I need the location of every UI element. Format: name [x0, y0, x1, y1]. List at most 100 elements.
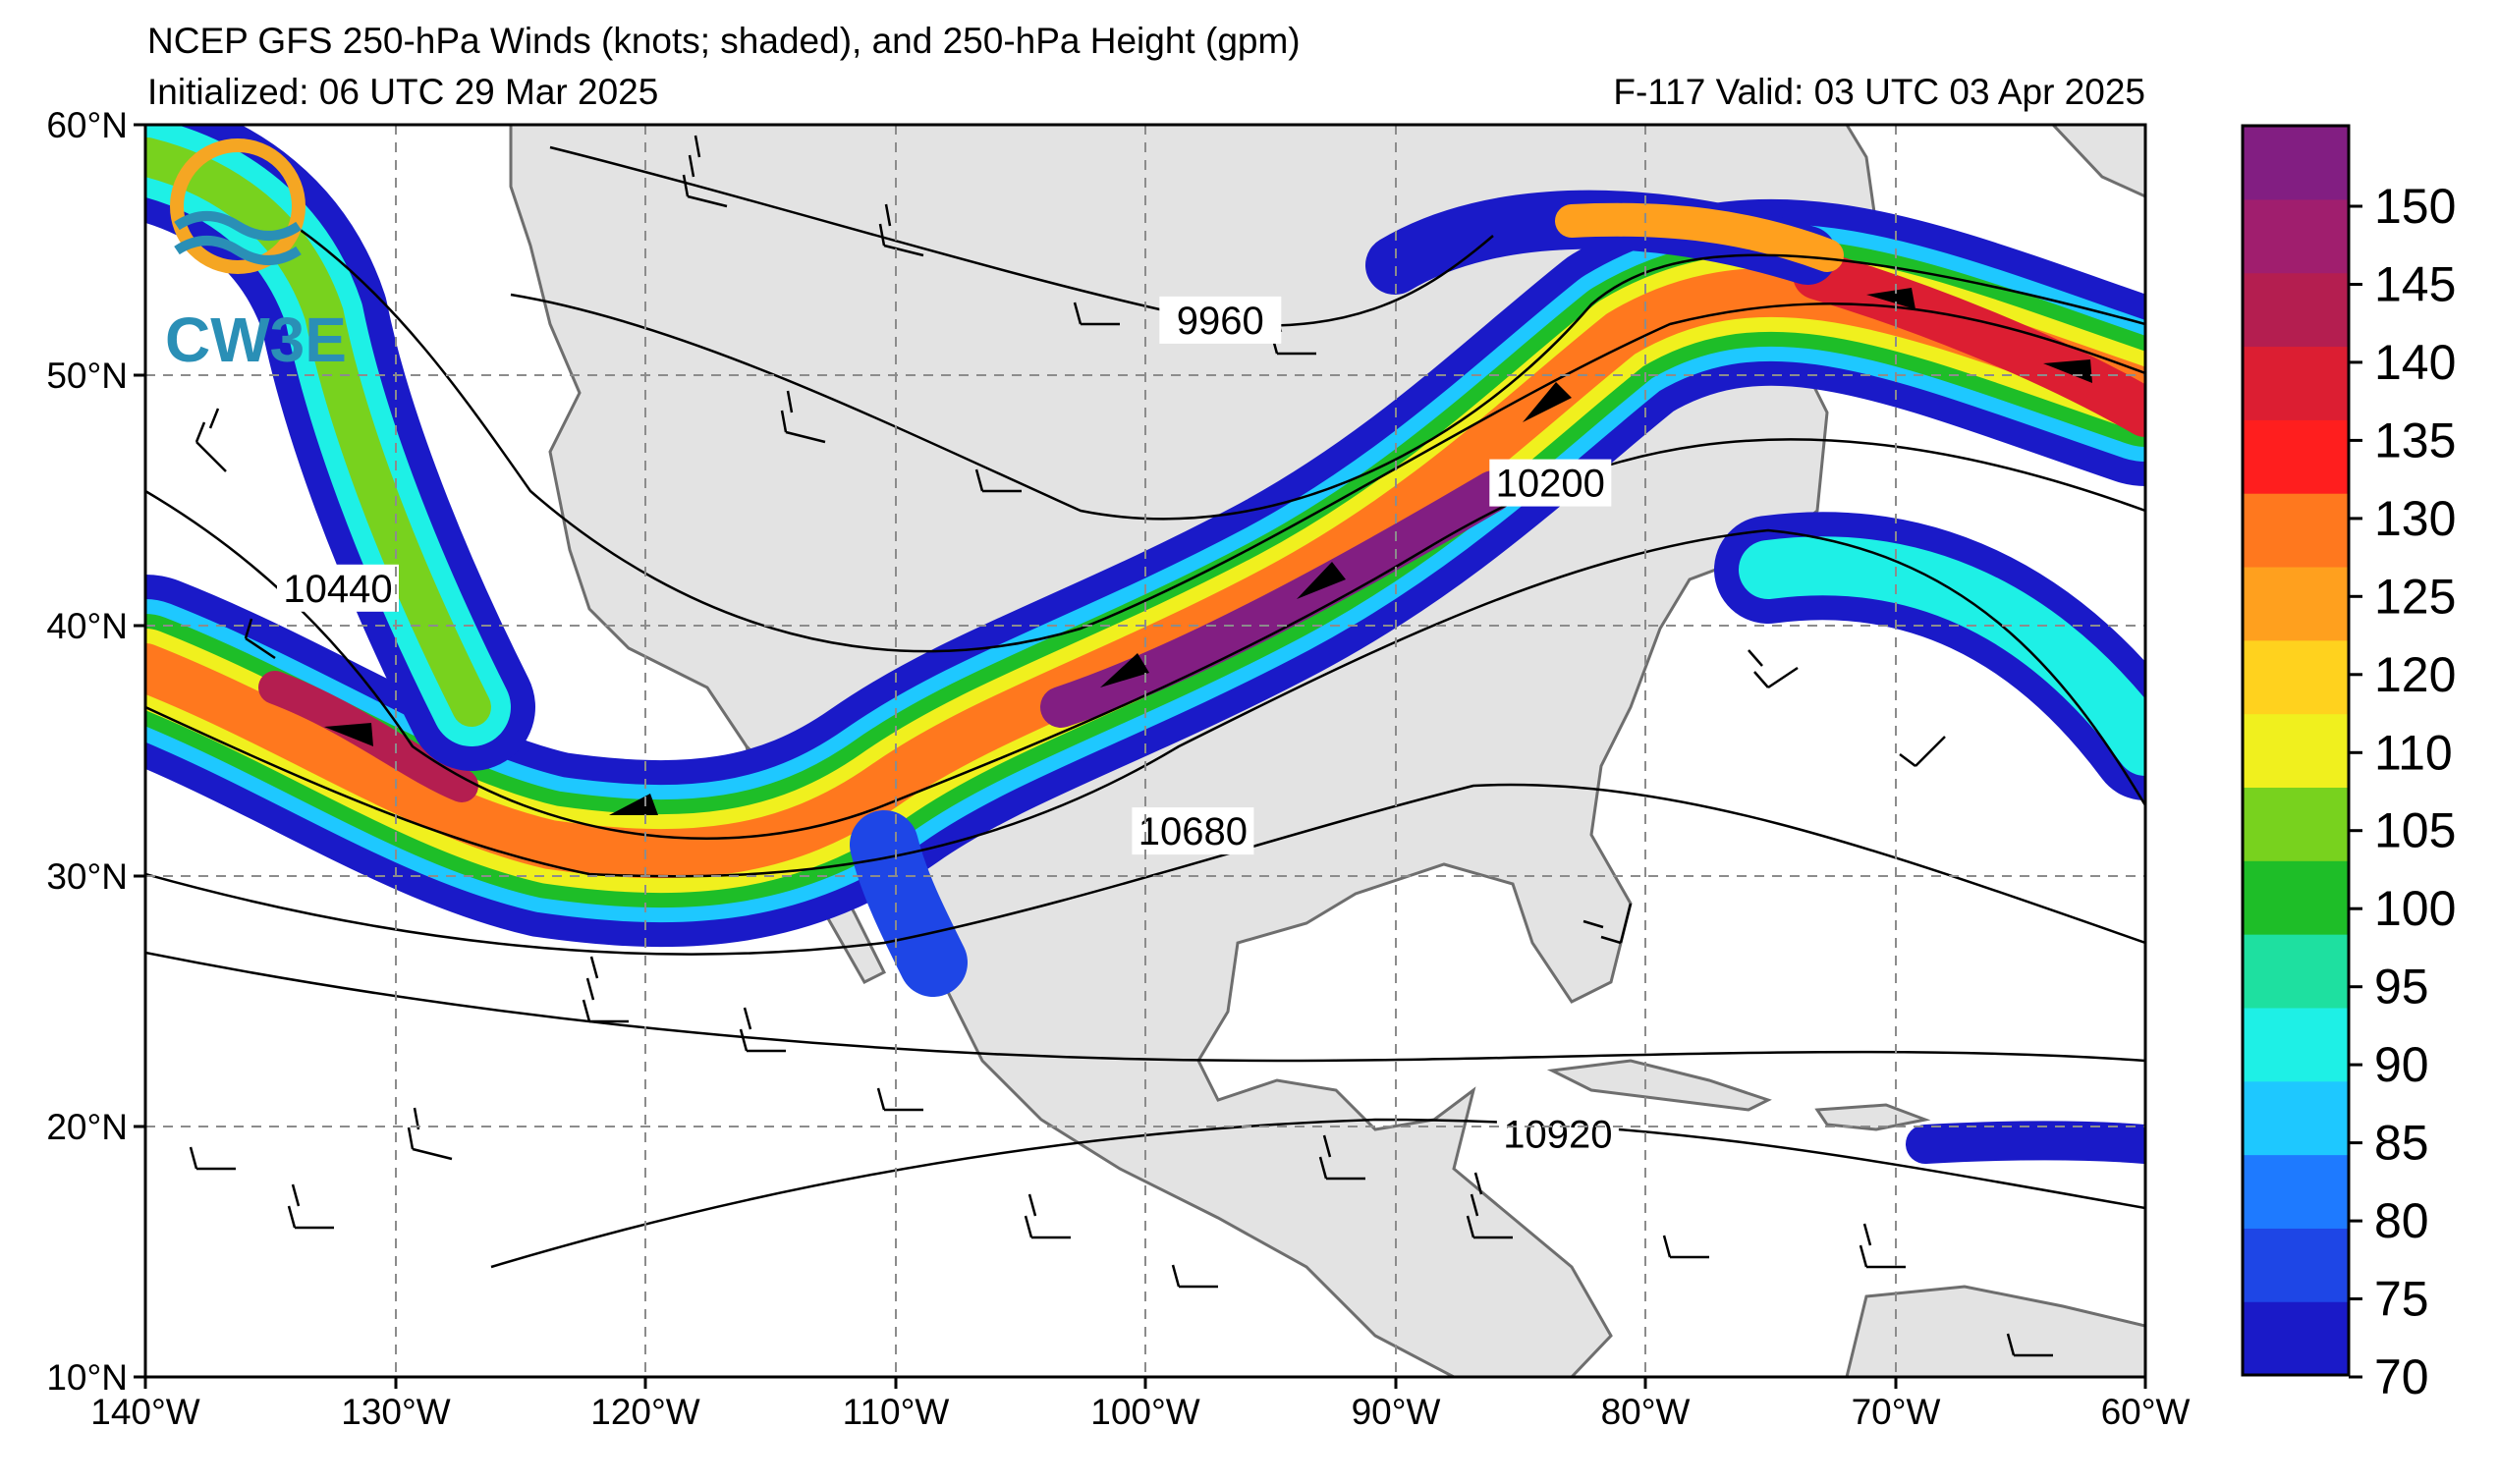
cw3e-logo: CW3E	[165, 138, 347, 375]
wind-barb	[194, 408, 227, 472]
title-line1: NCEP GFS 250-hPa Winds (knots; shaded), …	[147, 21, 1301, 61]
wind-barb	[1318, 1134, 1365, 1181]
colorbar-label: 80	[2374, 1193, 2429, 1248]
colorbar-frame	[2241, 124, 2351, 1377]
cuba-island	[1546, 1059, 1772, 1112]
contour-d	[145, 951, 2145, 1063]
contour-label: 10440	[283, 568, 392, 611]
lon-tick-label: 100°W	[1090, 1392, 1200, 1432]
colorbar-label: 100	[2374, 881, 2456, 936]
wind-barb	[1582, 903, 1633, 945]
wind-barb	[1859, 1223, 1906, 1269]
lon-tick-label: 120°W	[590, 1392, 700, 1432]
colorbar-segment	[2243, 1007, 2349, 1082]
colorbar-label: 110	[2374, 725, 2453, 780]
contour-b	[294, 224, 2145, 653]
caribbean-jet-70	[1906, 1121, 2145, 1164]
wind-barb	[582, 956, 629, 1023]
pennant-barb	[1100, 653, 1149, 687]
contour-label: 10920	[1503, 1114, 1612, 1157]
wind-barb-pennants	[324, 288, 2092, 815]
south-america-land	[1845, 1285, 2145, 1377]
colorbar-segment	[2243, 1228, 2349, 1302]
colorbar-label: 130	[2374, 491, 2456, 546]
lon-tick-label: 90°W	[1352, 1392, 1441, 1432]
colorbar-segment	[2243, 639, 2349, 715]
colorbar-label: 95	[2374, 960, 2429, 1015]
colorbar-segment	[2243, 1301, 2349, 1376]
lon-tick-label: 80°W	[1601, 1392, 1691, 1432]
colorbar-segment	[2243, 787, 2349, 861]
wind-barb	[1662, 1235, 1709, 1259]
jet-core-central	[1040, 470, 1514, 728]
colorbar-label: 105	[2374, 803, 2456, 858]
contour-label-background	[1489, 459, 1612, 507]
wind-barb	[1024, 1193, 1071, 1239]
pennant-barb	[1523, 382, 1572, 422]
colorbar: 150 145 140 135 130 125 120 110 105 100 95 90 85 80 75…	[2241, 124, 2456, 1404]
wind-barb	[1466, 1172, 1513, 1239]
title-initialized: Initialized: 06 UTC 29 Mar 2025	[147, 72, 658, 112]
colorbar-segment	[2243, 419, 2349, 494]
pennant-barb	[1866, 288, 1915, 309]
hispaniola-island	[1814, 1103, 1931, 1131]
contour-label-background	[1159, 296, 1282, 344]
wind-barb	[878, 203, 924, 257]
logo-text: CW3E	[165, 304, 347, 375]
wind-barb	[682, 135, 728, 208]
contour-label: 9960	[1177, 300, 1264, 343]
colorbar-segment	[2243, 713, 2349, 789]
logo-sun-icon	[170, 138, 305, 274]
contour-c	[145, 528, 2145, 878]
lon-ticks	[143, 1377, 2147, 1389]
logo-wave-icon	[174, 236, 302, 265]
contour-label-background	[277, 564, 399, 612]
height-contours	[145, 145, 2145, 1269]
map-area: 9960 10200 10440 10680 10920 CW3E	[145, 125, 2145, 1377]
contour-label-background	[1132, 807, 1254, 855]
lat-ticks	[134, 123, 145, 1379]
lat-tick-label: 10°N	[46, 1357, 128, 1398]
lon-tick-label: 140°W	[90, 1392, 200, 1432]
colorbar-segment	[2243, 493, 2349, 568]
lat-tick-label: 30°N	[46, 856, 128, 897]
colorbar-label: 145	[2374, 257, 2456, 312]
wind-barb	[244, 618, 276, 660]
jet-core-west	[258, 671, 478, 802]
logo-wave-icon	[174, 211, 302, 241]
colorbar-segment	[2243, 566, 2349, 641]
wind-barbs	[189, 135, 2053, 1357]
contour-label: 10680	[1138, 810, 1248, 853]
wind-barb	[780, 390, 826, 444]
colorbar-label: 125	[2374, 569, 2456, 624]
title-valid: F-117 Valid: 03 UTC 03 Apr 2025	[1613, 72, 2145, 112]
lat-tick-label: 40°N	[46, 606, 128, 646]
wind-barb	[1899, 736, 1946, 767]
lon-tick-label: 130°W	[341, 1392, 451, 1432]
contour-labels: 9960 10200 10440 10680 10920	[277, 296, 1619, 1158]
lon-tick-label: 60°W	[2101, 1392, 2191, 1432]
colorbar-label: 120	[2374, 647, 2456, 702]
greenland-edge	[2050, 125, 2145, 198]
lat-tick-label: 60°N	[46, 105, 128, 145]
northeast-arc-120	[1555, 202, 1844, 272]
contour-a	[510, 253, 2145, 521]
contour-10440	[145, 438, 2145, 840]
colorbar-segment	[2243, 198, 2349, 274]
contour-label-background	[1496, 1110, 1619, 1158]
colorbar-label: 85	[2374, 1116, 2429, 1171]
wind-barb	[1073, 302, 1120, 326]
northwest-jet-100	[145, 137, 491, 727]
lon-axis: 140°W 130°W 120°W 110°W 100°W 90°W 80°W …	[90, 1392, 2190, 1432]
atlantic-jet-85	[1739, 536, 2145, 776]
contour-9960	[549, 145, 1494, 327]
pennant-barb	[2043, 359, 2092, 383]
lon-tick-label: 70°W	[1852, 1392, 1941, 1432]
wind-barb	[876, 1087, 923, 1112]
contour-10920	[490, 1118, 2145, 1269]
pennant-barb	[324, 723, 373, 746]
lat-tick-label: 50°N	[46, 356, 128, 396]
wind-barb	[287, 1183, 334, 1230]
jet-core-east	[1793, 250, 2145, 437]
